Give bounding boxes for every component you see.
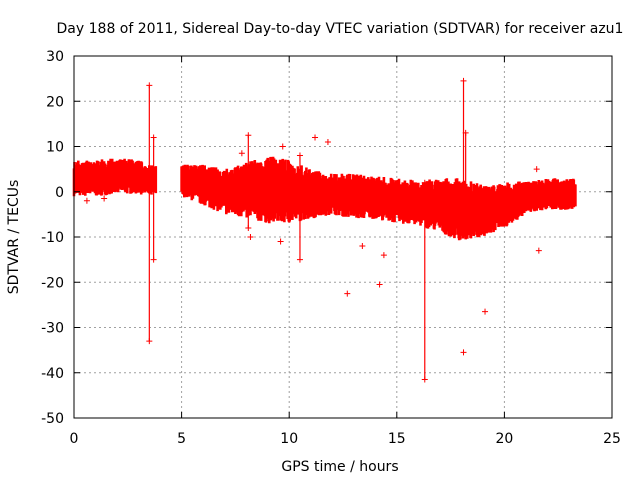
- y-tick-label: 10: [46, 140, 64, 156]
- x-tick-label: 5: [177, 431, 186, 447]
- x-tick-label: 20: [495, 431, 513, 447]
- data-point: [279, 143, 286, 150]
- data-point: [344, 290, 351, 297]
- data-point: [421, 376, 428, 383]
- x-tick-label: 25: [603, 431, 621, 447]
- y-tick-label: 30: [46, 49, 64, 65]
- data-point: [296, 256, 303, 263]
- data-series: [72, 77, 577, 383]
- y-tick-label: -10: [41, 230, 64, 246]
- y-tick-label: -50: [41, 411, 64, 427]
- data-point: [150, 256, 157, 263]
- data-point: [359, 243, 366, 250]
- gridlines: [74, 56, 612, 418]
- data-point: [277, 238, 284, 245]
- data-point: [376, 281, 383, 288]
- x-tick-label: 0: [70, 431, 79, 447]
- axis-ticks: 0 5 10 15 20 25 30 20 10 0 -10 -20 -30 -40 -50: [41, 49, 621, 447]
- y-tick-label: -20: [41, 275, 64, 291]
- y-tick-label: -40: [41, 366, 64, 382]
- data-point: [460, 77, 467, 84]
- x-axis-label: GPS time / hours: [281, 459, 398, 475]
- data-point: [533, 166, 540, 173]
- data-point: [421, 179, 428, 186]
- x-tick-label: 10: [280, 431, 298, 447]
- data-point: [462, 129, 469, 136]
- data-point: [101, 195, 108, 202]
- x-tick-label: 15: [388, 431, 406, 447]
- y-tick-label: -30: [41, 321, 64, 337]
- y-tick-label: 0: [55, 185, 64, 201]
- data-point: [238, 150, 245, 157]
- data-point: [535, 247, 542, 254]
- data-point: [460, 349, 467, 356]
- data-point: [146, 338, 153, 345]
- chart-title: Day 188 of 2011, Sidereal Day-to-day VTE…: [57, 21, 624, 37]
- data-point: [380, 252, 387, 259]
- y-tick-label: 20: [46, 94, 64, 110]
- data-point: [324, 138, 331, 145]
- data-point: [462, 224, 469, 231]
- data-point: [312, 134, 319, 141]
- data-point: [83, 197, 90, 204]
- data-point: [150, 134, 157, 141]
- y-axis-label: SDTVAR / TECUs: [6, 180, 22, 295]
- data-point: [245, 224, 252, 231]
- data-point: [296, 152, 303, 159]
- data-point: [247, 234, 254, 240]
- data-point: [482, 308, 489, 315]
- data-point: [146, 82, 153, 89]
- data-point: [245, 132, 252, 139]
